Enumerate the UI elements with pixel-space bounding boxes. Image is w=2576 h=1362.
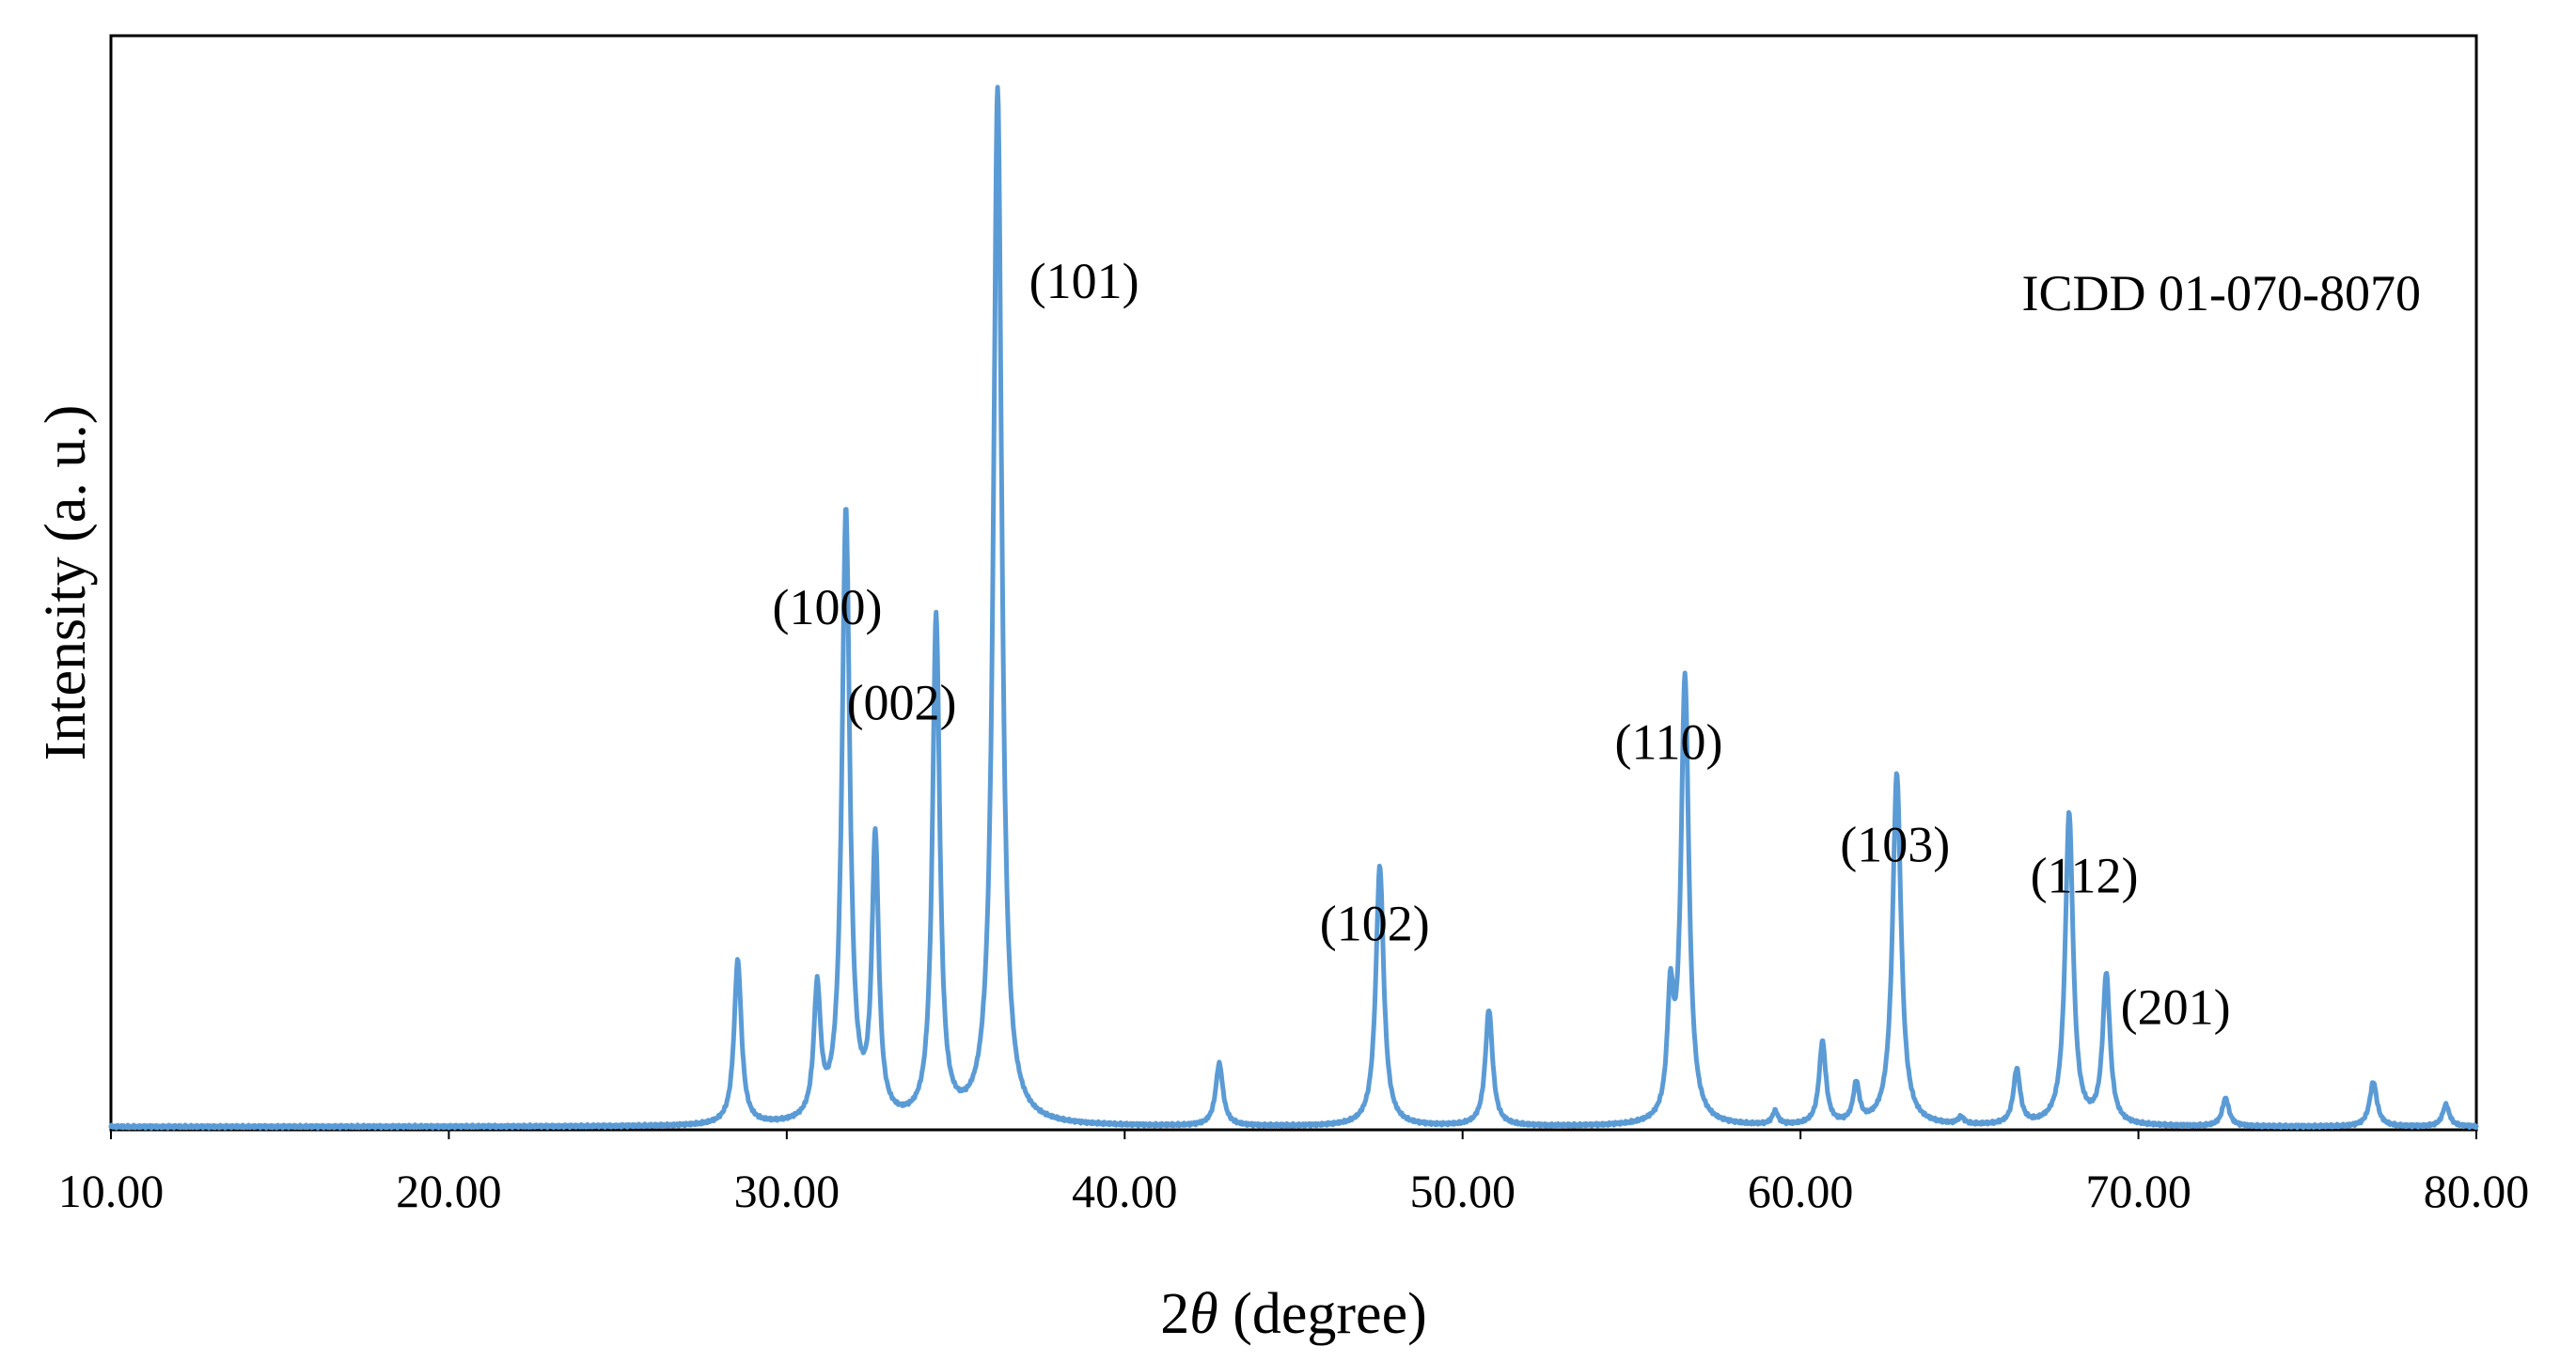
x-tick-label: 40.00 [1072,1165,1178,1217]
peak-label: (110) [1614,713,1722,770]
y-axis-title: Intensity (a. u.) [34,405,98,761]
x-tick-label: 10.00 [58,1165,165,1217]
x-axis-ticks: 10.00 20.00 30.00 40.00 50.00 60.00 70.00 80.00 [58,1130,2530,1217]
x-tick-label: 80.00 [2424,1165,2530,1217]
xrd-pattern-line [108,85,2479,1131]
peak-label: (102) [1320,895,1430,951]
x-tick-label: 60.00 [1748,1165,1854,1217]
x-axis-title-prefix: 2 [1160,1282,1189,1346]
peak-label: (101) [1029,253,1139,309]
peak-label: (112) [2031,848,2139,904]
plot-area-frame [109,34,2478,1132]
x-tick-label: 50.00 [1409,1165,1516,1217]
peak-label: (002) [847,675,957,731]
x-tick-label: 70.00 [2085,1165,2191,1217]
peak-label: (103) [1840,817,1950,873]
x-axis-title-suffix: (degree) [1218,1282,1427,1346]
peak-label: (201) [2121,979,2231,1036]
reference-annotation: ICDD 01-070-8070 [2022,265,2421,321]
x-axis-title: 2θ (degree) [1160,1282,1426,1346]
x-tick-label: 30.00 [734,1165,840,1217]
x-tick-label: 20.00 [396,1165,502,1217]
series-layer [108,85,2479,1131]
x-axis-title-symbol: θ [1189,1282,1217,1346]
peak-labels: (100) (002) (101) (102) (110) (103) (112) (201) [773,253,2231,1036]
peak-label: (100) [773,579,883,635]
